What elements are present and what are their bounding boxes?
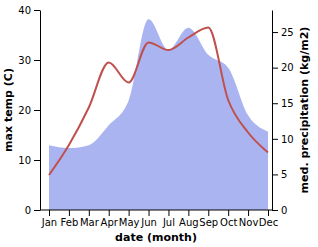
tick: Dec (259, 210, 278, 228)
tick: 30 (18, 55, 40, 66)
tick-label: Jul (162, 217, 175, 228)
tick-mark (248, 210, 249, 216)
tick: Sep (199, 210, 218, 228)
tick-label: 40 (18, 5, 31, 16)
tick-label: Mar (80, 217, 100, 228)
tick: Oct (220, 210, 237, 228)
tick-label: 20 (18, 105, 31, 116)
chart: JanFebMarAprMayJunJulAugSepOctNovDec0102… (0, 0, 318, 247)
tick-label: Jun (140, 217, 157, 228)
tick-label: 20 (281, 62, 294, 73)
tick-label: 5 (281, 169, 287, 180)
y-axis: 0 10 20 30 40 (18, 5, 40, 216)
tick-mark (268, 210, 269, 216)
y2-axis: 0 5 10 15 20 25 (272, 11, 294, 216)
tick: 25 (272, 27, 294, 38)
tick-mark (89, 210, 90, 216)
tick-label: Sep (199, 217, 218, 228)
tick-mark (208, 210, 209, 216)
x-axis: Jan FebMarAprMayJun Jul AugSepOctNovDec (40, 210, 278, 228)
tick-label: Oct (220, 217, 237, 228)
tick: Mar (80, 210, 100, 228)
tick-label: Nov (239, 217, 259, 228)
tick-mark (109, 210, 110, 216)
tick-label: 10 (18, 155, 31, 166)
tick-mark (149, 210, 150, 216)
tick: Feb (61, 210, 79, 228)
tick: 20 (18, 105, 40, 116)
tick-mark (168, 210, 169, 216)
tick: 0 (272, 205, 287, 216)
tick: Nov (239, 210, 259, 228)
tick-mark (34, 160, 40, 161)
tick: 40 (18, 5, 40, 16)
tick-label: Feb (61, 217, 79, 228)
tick-label: 0 (25, 205, 31, 216)
y-axis-line (40, 11, 41, 211)
tick-mark (34, 60, 40, 61)
tick-mark (34, 10, 40, 11)
tick-label: Aug (179, 217, 199, 228)
tick-mark (188, 210, 189, 216)
tick-label: 25 (281, 27, 294, 38)
tick-label: Dec (259, 217, 278, 228)
precipitation-area (49, 19, 268, 210)
tick-mark (272, 68, 278, 69)
tick: May (119, 210, 140, 228)
tick-mark (272, 210, 278, 211)
tick-label: 10 (281, 134, 294, 145)
tick-mark (272, 174, 278, 175)
y2-axis-title: med. precipitation (kg/m2) (298, 27, 311, 194)
tick: 20 (272, 62, 294, 73)
tick-mark (34, 110, 40, 111)
x-axis-line (40, 210, 272, 211)
temperature-line (49, 28, 268, 176)
tick-mark (228, 210, 229, 216)
tick-label: 0 (281, 205, 287, 216)
tick-label: May (119, 217, 140, 228)
tick-mark (272, 139, 278, 140)
tick: Apr (101, 210, 119, 228)
tick: Jul (162, 210, 175, 228)
tick-label: 15 (281, 98, 294, 109)
tick: 5 (272, 169, 287, 180)
tick-label: 30 (18, 55, 31, 66)
tick: Jan (41, 210, 57, 228)
tick-mark (69, 210, 70, 216)
tick-mark (272, 32, 278, 33)
tick-label: Jan (41, 217, 57, 228)
tick: Aug (179, 210, 199, 228)
plot-area (49, 19, 268, 210)
tick-mark (49, 210, 50, 216)
y2-axis-line (272, 11, 273, 211)
tick: 15 (272, 98, 294, 109)
tick: Jun (140, 210, 157, 228)
tick-mark (272, 103, 278, 104)
tick-mark (34, 210, 40, 211)
tick-mark (129, 210, 130, 216)
y-axis-title: max temp (C) (2, 68, 15, 152)
tick: 10 (18, 155, 40, 166)
tick: 0 (25, 205, 40, 216)
tick: 10 (272, 134, 294, 145)
tick-label: Apr (101, 217, 119, 228)
x-axis-title: date (month) (115, 231, 197, 244)
